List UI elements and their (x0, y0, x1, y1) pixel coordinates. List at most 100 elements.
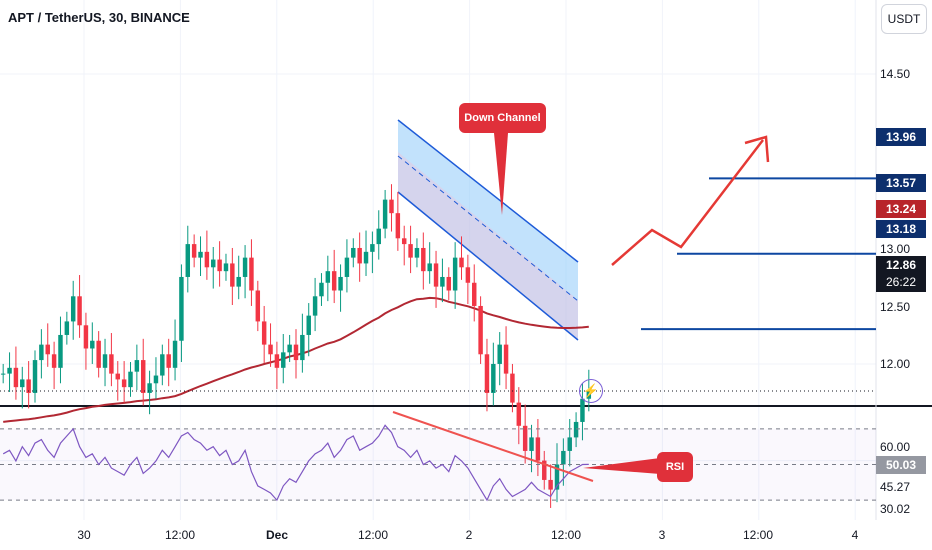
candle-body (96, 340, 101, 368)
candle-body (223, 263, 229, 272)
rsi-callout: RSI (657, 452, 693, 482)
channel-mid-line (397, 155, 579, 302)
channel-upper-line (397, 119, 579, 263)
level-tag: 13.18 (876, 220, 926, 238)
candle-body (7, 367, 12, 374)
candle-body (281, 352, 286, 368)
candle-body (121, 379, 127, 388)
candle-body (147, 383, 152, 393)
candle-body (64, 321, 70, 335)
candle-body (376, 228, 381, 245)
candle-body (497, 344, 502, 364)
candle-body (166, 354, 171, 368)
candle-body (382, 199, 388, 229)
candle-body (573, 421, 579, 438)
candle-body (0, 373, 6, 375)
candle-body (128, 371, 133, 388)
price-tick: 12.50 (880, 300, 911, 314)
candle-body (408, 244, 413, 258)
time-tick: 2 (465, 528, 473, 542)
down-channel-callout: Down Channel (459, 103, 546, 133)
candle-body (433, 263, 439, 287)
candle-body (465, 267, 471, 283)
projection-arrow (611, 139, 764, 266)
time-tick: Dec (265, 528, 289, 542)
channel-lower-line (397, 191, 579, 341)
candle-body (338, 276, 343, 291)
candle-body (389, 199, 394, 214)
projection-arrowhead (744, 135, 770, 163)
candle-body (261, 321, 267, 345)
candle-body (472, 282, 477, 306)
rsi-trendline (392, 411, 594, 482)
candle-body (287, 344, 292, 353)
rsi-line (2, 424, 589, 502)
currency-button[interactable]: USDT (881, 4, 927, 34)
candle-body (172, 340, 178, 368)
channel-lower-fill (398, 152, 578, 340)
callout-pointer (494, 133, 508, 215)
candle-body (109, 354, 114, 374)
candle-body (459, 257, 464, 268)
candle-body (179, 276, 184, 341)
candle-body (357, 247, 362, 264)
candle-body (211, 259, 216, 268)
candle-body (427, 263, 432, 272)
candle-body (395, 213, 401, 239)
candle-body (561, 450, 566, 465)
candle-body (567, 437, 572, 451)
candle-body (312, 296, 318, 316)
last-price-tag: 12.86 26:22 (876, 256, 926, 292)
candle-body (542, 460, 547, 480)
candle-body (13, 367, 19, 388)
candle-body (20, 379, 25, 388)
candle-body (160, 354, 165, 376)
candle-body (331, 271, 337, 291)
time-tick: 12:00 (742, 528, 774, 542)
candle-body (198, 251, 203, 258)
candle-body (529, 437, 534, 451)
time-tick: 12:00 (357, 528, 389, 542)
price-tick: 13.00 (880, 242, 911, 256)
candle-body (268, 344, 273, 355)
candle-body (51, 354, 57, 368)
candle-body (102, 354, 108, 368)
candle-body (300, 334, 305, 361)
candle-body (363, 251, 369, 264)
candle-body (185, 244, 191, 277)
candle-body (217, 259, 222, 272)
candle-body (70, 296, 76, 322)
candle-body (503, 344, 509, 374)
candle-body (26, 379, 31, 393)
candle-body (32, 360, 38, 393)
rsi-tick: 60.00 (880, 440, 911, 454)
candle-body (421, 247, 426, 272)
candle-body (90, 340, 95, 349)
candle-body (370, 244, 375, 252)
candle-body (554, 464, 560, 490)
candle-body (510, 373, 515, 403)
candle-body (255, 290, 261, 322)
candle-body (484, 354, 490, 393)
price-tick: 12.00 (880, 357, 911, 371)
candle-body (440, 276, 445, 287)
candle-body (325, 271, 331, 283)
rsi-tick: 45.27 (880, 480, 911, 494)
candle-body (535, 437, 541, 461)
last-price: 12.86 (885, 258, 917, 272)
time-tick: 4 (851, 528, 859, 542)
candle-body (580, 398, 585, 422)
candle-body (140, 360, 146, 393)
lightning-icon[interactable]: ⚡ (579, 379, 603, 403)
time-tick: 12:00 (164, 528, 196, 542)
level-tag: 13.57 (876, 174, 926, 192)
candle-body (351, 247, 356, 258)
ma-value-tag: 13.24 (876, 200, 926, 218)
candle-body (491, 363, 496, 393)
candle-body (230, 263, 235, 287)
candle-body (548, 479, 553, 490)
time-tick: 12:00 (550, 528, 582, 542)
candle-body (204, 251, 210, 268)
candle-body (516, 402, 522, 426)
